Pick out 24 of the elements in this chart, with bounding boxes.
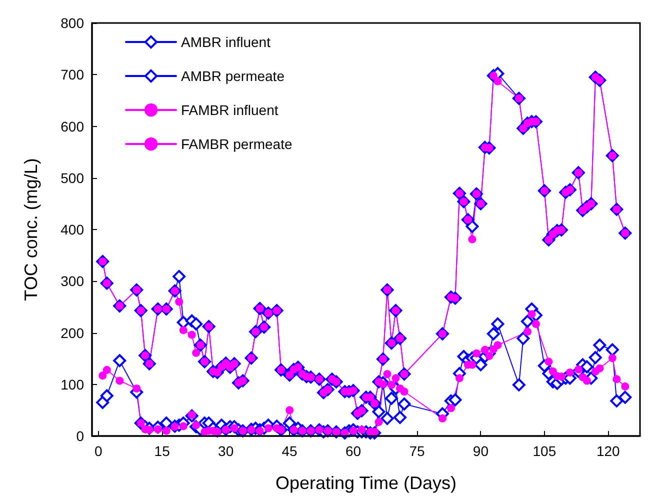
y-tick-label: 600 — [60, 118, 84, 134]
x-tick-label: 30 — [218, 443, 234, 459]
x-tick-label: 45 — [282, 443, 298, 459]
legend-label: FAMBR permeate — [181, 136, 292, 152]
y-tick-label: 0 — [76, 428, 84, 444]
x-tick-label: 0 — [94, 443, 102, 459]
legend-label: FAMBR influent — [181, 102, 278, 118]
x-tick-label: 75 — [409, 443, 425, 459]
y-tick-label: 200 — [60, 324, 84, 341]
y-axis-title: TOC conc. (mg/L) — [21, 158, 41, 301]
x-tick-label: 60 — [345, 443, 362, 459]
y-tick-label: 500 — [60, 170, 84, 186]
y-tick-label: 800 — [60, 15, 84, 31]
legend-label: AMBR permeate — [181, 68, 285, 84]
x-tick-label: 105 — [532, 443, 556, 459]
y-tick-label: 300 — [60, 273, 84, 290]
x-axis-title: Operating Time (Days) — [275, 473, 457, 493]
x-tick-label: 120 — [596, 443, 620, 459]
x-tick-label: 90 — [472, 443, 489, 459]
legend-label: AMBR influent — [181, 34, 271, 50]
y-tick-label: 400 — [60, 222, 84, 238]
y-tick-label: 100 — [60, 376, 84, 392]
x-tick-label: 15 — [154, 443, 170, 459]
y-tick-label: 700 — [60, 66, 84, 83]
